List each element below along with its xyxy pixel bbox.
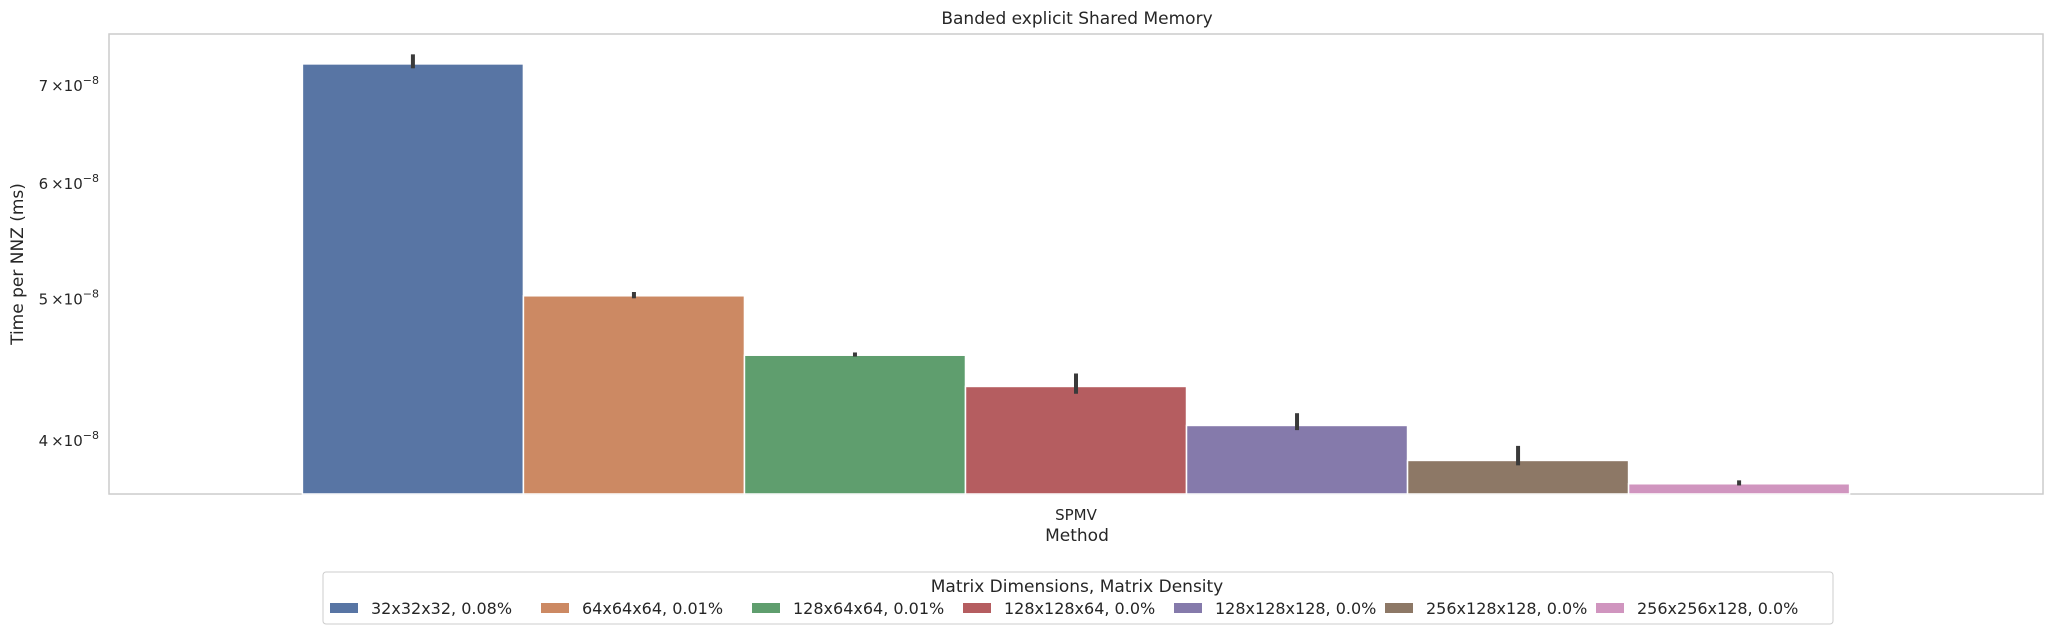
legend-label: 256x128x128, 0.0% (1426, 599, 1587, 618)
y-tick-label: 4 ×10−8 (39, 429, 99, 450)
legend-frame (322, 571, 1834, 625)
legend-title: Matrix Dimensions, Matrix Density (931, 577, 1224, 597)
legend-label: 32x32x32, 0.08% (371, 599, 512, 618)
bars (301, 63, 1851, 495)
bar (301, 63, 525, 495)
bar (964, 385, 1188, 495)
error-bars (410, 54, 1742, 486)
legend-swatch (1174, 603, 1202, 613)
bar (743, 354, 967, 495)
bar (522, 295, 746, 495)
legend-swatch (330, 603, 358, 613)
y-axis-label: Time per NNZ (ms) (8, 183, 28, 346)
y-tick-label: 5 ×10−8 (39, 288, 99, 309)
x-tick-label: SPMV (1055, 506, 1098, 524)
bar (1185, 424, 1409, 495)
legend-label: 128x64x64, 0.01% (793, 599, 944, 618)
chart-title: Banded explicit Shared Memory (941, 9, 1212, 29)
y-tick-label: 7 ×10−8 (39, 74, 99, 95)
x-axis-ticks: SPMV (1055, 506, 1098, 524)
bar (1406, 459, 1630, 495)
legend-swatch (752, 603, 780, 613)
legend-label: 128x128x64, 0.0% (1004, 599, 1155, 618)
legend-label: 128x128x128, 0.0% (1215, 599, 1376, 618)
y-axis-ticks: 4 ×10−8 5 ×10−8 6 ×10−8 7 ×10−8 (39, 74, 99, 450)
x-axis-label: Method (1045, 526, 1109, 546)
legend-label: 64x64x64, 0.01% (582, 599, 723, 618)
legend: Matrix Dimensions, Matrix Density 32x32x… (322, 571, 1834, 625)
legend-swatch (1596, 603, 1624, 613)
y-tick-label: 6 ×10−8 (39, 172, 99, 193)
legend-swatch (541, 603, 569, 613)
legend-swatch (963, 603, 991, 613)
legend-label: 256x256x128, 0.0% (1637, 599, 1798, 618)
legend-items: 32x32x32, 0.08% 64x64x64, 0.01% 128x64x64,… (330, 599, 1798, 618)
legend-swatch (1385, 603, 1413, 613)
